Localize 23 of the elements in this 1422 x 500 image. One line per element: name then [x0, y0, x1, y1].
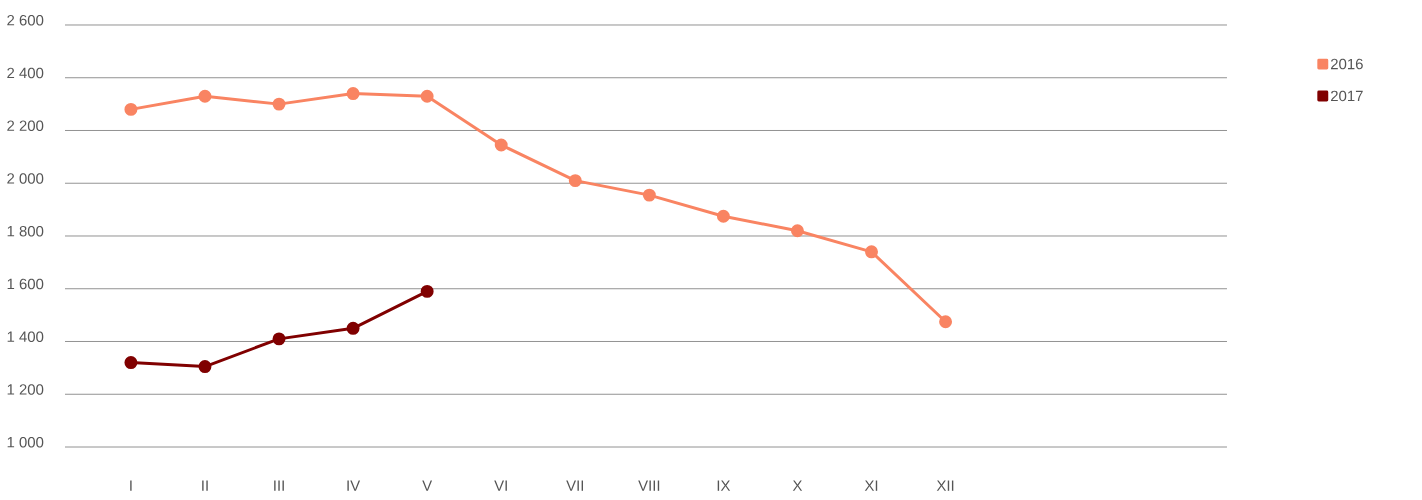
y-tick-label: 2 200 [7, 120, 44, 131]
x-tick-label: IX [717, 480, 731, 491]
x-tick-label: III [274, 480, 284, 491]
x-tick-label: X [792, 480, 803, 491]
y-tick-label: 2 600 [7, 14, 44, 26]
y-tick-label: 1 000 [7, 436, 44, 448]
x-tick-label: IV [347, 480, 361, 491]
y-tick-label: 2 000 [7, 173, 44, 184]
y-tick-label: 2 400 [7, 67, 44, 79]
y-tick-label: 1 400 [7, 331, 44, 342]
x-tick-label: I [130, 480, 132, 491]
x-tick-label: XII [936, 480, 954, 491]
x-tick-label: V [422, 480, 433, 491]
x-tick-label: VIII [638, 480, 660, 491]
y-tick-label: 1 600 [7, 278, 44, 290]
x-tick-label: VII [566, 480, 584, 491]
x-tick-label: VI [494, 480, 507, 491]
y-tick-label: 1 200 [7, 384, 44, 395]
x-tick-label: II [202, 480, 208, 491]
y-tick-label: 1 800 [7, 225, 44, 237]
x-tick-label: XI [864, 480, 878, 491]
legend-label: 2017 [1330, 90, 1363, 102]
legend-label: 2016 [1330, 58, 1363, 70]
